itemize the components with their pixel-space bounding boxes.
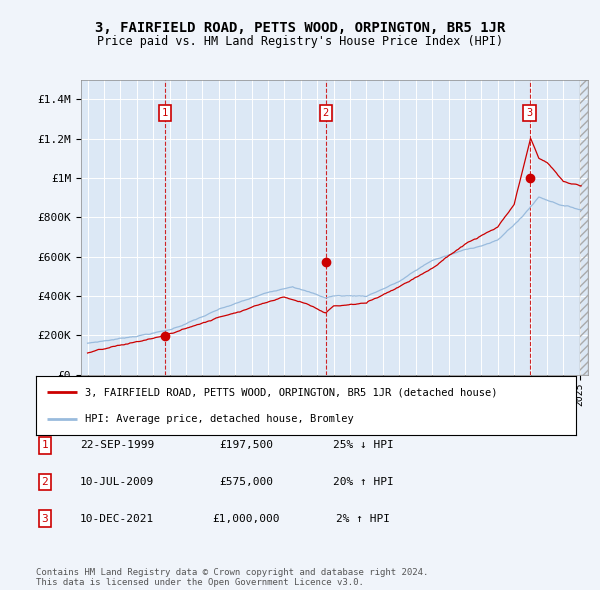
Text: 2: 2 xyxy=(323,108,329,118)
Text: 3: 3 xyxy=(526,108,533,118)
Text: 10-JUL-2009: 10-JUL-2009 xyxy=(80,477,154,487)
Text: 1: 1 xyxy=(41,441,49,450)
Text: 2% ↑ HPI: 2% ↑ HPI xyxy=(336,514,390,523)
Text: 2: 2 xyxy=(41,477,49,487)
Text: Price paid vs. HM Land Registry's House Price Index (HPI): Price paid vs. HM Land Registry's House … xyxy=(97,35,503,48)
Text: 25% ↓ HPI: 25% ↓ HPI xyxy=(332,441,394,450)
Text: Contains HM Land Registry data © Crown copyright and database right 2024.
This d: Contains HM Land Registry data © Crown c… xyxy=(36,568,428,587)
Text: 3, FAIRFIELD ROAD, PETTS WOOD, ORPINGTON, BR5 1JR: 3, FAIRFIELD ROAD, PETTS WOOD, ORPINGTON… xyxy=(95,21,505,35)
Text: 20% ↑ HPI: 20% ↑ HPI xyxy=(332,477,394,487)
Text: 3: 3 xyxy=(41,514,49,523)
Text: HPI: Average price, detached house, Bromley: HPI: Average price, detached house, Brom… xyxy=(85,415,353,424)
Text: £197,500: £197,500 xyxy=(219,441,273,450)
Text: 22-SEP-1999: 22-SEP-1999 xyxy=(80,441,154,450)
Text: £1,000,000: £1,000,000 xyxy=(212,514,280,523)
Text: 10-DEC-2021: 10-DEC-2021 xyxy=(80,514,154,523)
Text: £575,000: £575,000 xyxy=(219,477,273,487)
Text: 1: 1 xyxy=(162,108,168,118)
Text: 3, FAIRFIELD ROAD, PETTS WOOD, ORPINGTON, BR5 1JR (detached house): 3, FAIRFIELD ROAD, PETTS WOOD, ORPINGTON… xyxy=(85,388,497,397)
